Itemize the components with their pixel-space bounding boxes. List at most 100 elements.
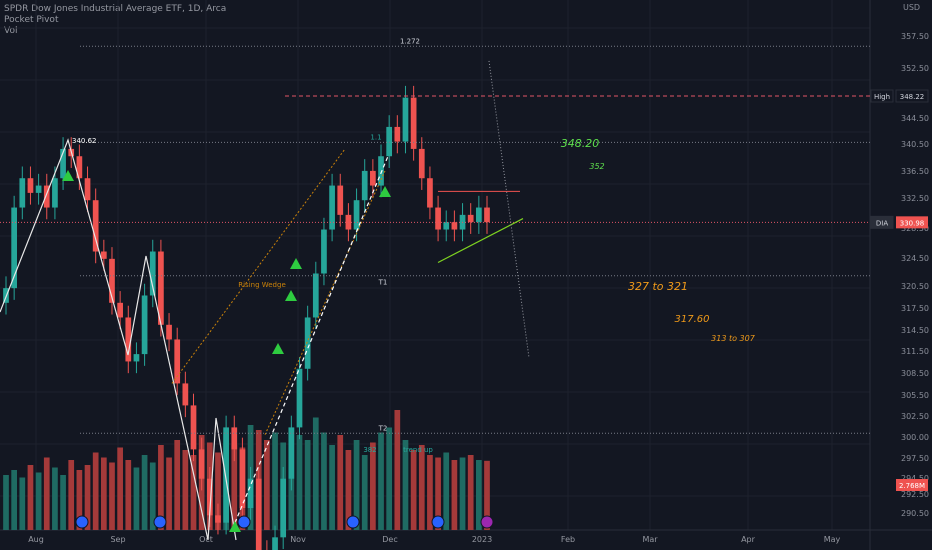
- candle-body: [223, 427, 229, 523]
- candle-body: [484, 207, 490, 223]
- volume-bar: [337, 435, 344, 530]
- volume-bar: [117, 447, 123, 530]
- price-badge-value: 2.768M: [899, 482, 925, 490]
- volume-bar: [418, 445, 425, 530]
- volume-bar: [149, 462, 156, 530]
- volume-bar: [475, 460, 482, 530]
- y-tick-label: 314.50: [901, 326, 929, 335]
- pocket-pivot-marker: [229, 521, 241, 532]
- candle-body: [418, 148, 425, 179]
- volume-bar: [329, 445, 335, 530]
- candle-body: [321, 229, 327, 274]
- candle-body: [329, 185, 335, 230]
- volume-bar: [158, 445, 164, 530]
- volume-bar: [27, 465, 34, 530]
- y-tick-label: 302.50: [901, 412, 929, 421]
- candle-body: [174, 339, 181, 384]
- candle-body: [109, 258, 115, 303]
- volume-bar: [312, 417, 319, 530]
- y-tick-label: 324.50: [901, 254, 929, 263]
- candle-body: [475, 207, 482, 223]
- volume-bar: [443, 452, 450, 530]
- candle-body: [133, 354, 140, 362]
- wedge-lower-line: [264, 170, 386, 435]
- fib-label-11: 1.1: [370, 133, 381, 141]
- candle-body: [239, 449, 246, 509]
- volume-bar: [43, 457, 50, 530]
- candle-body: [353, 200, 360, 230]
- candle-body: [100, 251, 107, 259]
- price-badge-bg: [896, 479, 928, 491]
- pocket-pivot-marker: [62, 170, 74, 181]
- y-tick-label: 317.50: [901, 304, 929, 313]
- candle-body: [149, 251, 156, 296]
- fib-label-t2: T2: [378, 424, 388, 432]
- candle-body: [280, 478, 287, 538]
- volume-bar: [459, 457, 466, 530]
- y-axis-unit: USD: [903, 3, 920, 12]
- pocket-pivot-marker: [290, 258, 302, 269]
- x-tick-label: Sep: [110, 535, 125, 544]
- x-tick-label: 2023: [472, 535, 492, 544]
- candle-body: [27, 178, 34, 193]
- x-tick-label: Mar: [642, 535, 658, 544]
- candle-body: [141, 295, 148, 355]
- rising-wedge-label: Rising Wedge: [238, 281, 286, 289]
- candle-body: [60, 148, 66, 179]
- candle-body: [296, 368, 303, 428]
- volume-bar: [304, 440, 311, 530]
- candle-body: [231, 427, 238, 450]
- volume-bar: [60, 475, 66, 530]
- y-tick-label: 357.50: [901, 32, 929, 41]
- pocket-pivot-marker: [285, 290, 297, 301]
- volume-bar: [321, 432, 327, 530]
- candle-body: [92, 200, 99, 252]
- candle-body: [11, 207, 18, 289]
- candle-body: [19, 178, 26, 208]
- volume-bar: [272, 432, 278, 530]
- y-tick-label: 305.50: [901, 391, 929, 400]
- candle-body: [158, 251, 164, 325]
- volume-bar: [386, 427, 393, 530]
- volume-bar: [361, 455, 368, 530]
- candle-body: [84, 178, 91, 201]
- volume-bar: [141, 455, 148, 530]
- candle-body: [76, 156, 83, 179]
- dividend-marker: [153, 515, 167, 529]
- candle-body: [361, 170, 368, 201]
- volume-bar: [166, 457, 172, 530]
- volume-bar: [125, 460, 132, 530]
- candle-body: [467, 214, 474, 223]
- price-badge-bg: [896, 216, 928, 229]
- candle-body: [288, 427, 295, 479]
- volume-bar: [174, 440, 181, 530]
- volume-bar: [35, 472, 42, 530]
- candle-body: [52, 178, 58, 208]
- dividend-marker: [346, 515, 360, 529]
- price-badge-value: 330.98: [900, 219, 925, 227]
- volume-bar: [231, 445, 238, 530]
- y-tick-label: 320.50: [901, 282, 929, 291]
- legend-title: SPDR Dow Jones Industrial Average ETF, 1…: [4, 4, 227, 14]
- y-tick-label: 340.50: [901, 140, 929, 149]
- fib-382-label: 382: [363, 446, 376, 454]
- y-tick-label: 352.50: [901, 64, 929, 73]
- price-badge-bg: [895, 89, 929, 103]
- volume-bar: [467, 455, 474, 530]
- candle-body: [435, 207, 441, 230]
- x-tick-label: Dec: [382, 535, 397, 544]
- volume-bar: [19, 477, 26, 530]
- volume-bar: [76, 470, 83, 530]
- candle-body: [394, 126, 401, 142]
- fib-label-t1: T1: [378, 279, 388, 287]
- y-tick-label: 311.50: [901, 347, 929, 356]
- y-tick-label: 336.50: [901, 167, 929, 176]
- volume-bar: [215, 452, 221, 530]
- volume-bar: [394, 410, 401, 530]
- target-327-321: 327 to 321: [628, 280, 688, 293]
- y-tick-label: 328.50: [901, 224, 929, 233]
- candle-body: [337, 185, 344, 215]
- target-352: 352: [589, 162, 604, 171]
- volume-bar: [11, 470, 18, 530]
